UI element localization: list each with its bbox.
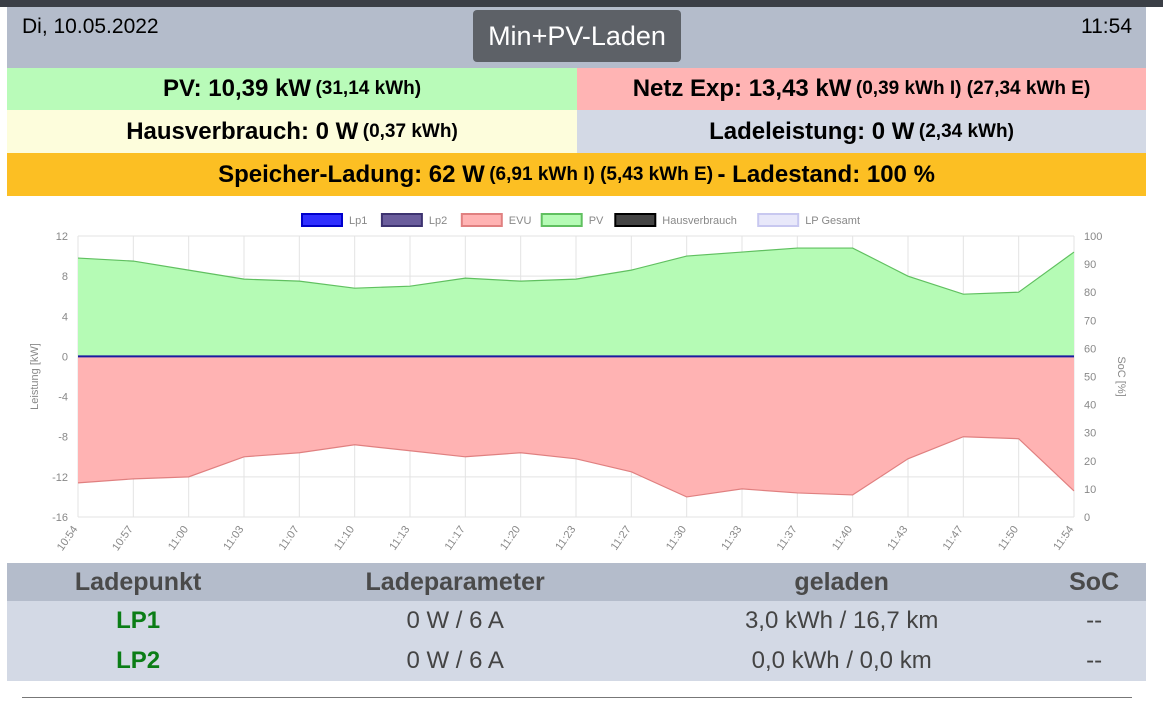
y2-tick-label: 90 bbox=[1084, 259, 1096, 271]
time-label: 11:54 bbox=[1081, 15, 1132, 38]
grid-row: Netz Exp: 13,43 kW (0,39 kWh I) (27,34 k… bbox=[577, 68, 1146, 110]
legend-swatch bbox=[301, 213, 343, 227]
y2-tick-label: 0 bbox=[1084, 512, 1090, 524]
y-tick-label: -4 bbox=[58, 392, 68, 404]
battery-energy: (6,91 kWh I) (5,43 kWh E) bbox=[489, 163, 714, 185]
lp1-param: 0 W / 6 A bbox=[269, 601, 642, 641]
legend-label: Lp2 bbox=[429, 215, 447, 227]
y-tick-label: 12 bbox=[56, 231, 68, 243]
header-ladepunkt: Ladepunkt bbox=[7, 563, 270, 601]
y2-tick-label: 70 bbox=[1084, 315, 1096, 327]
divider bbox=[22, 697, 1132, 698]
pv-energy: (31,14 kWh) bbox=[315, 78, 422, 99]
top-bar bbox=[0, 0, 1163, 7]
pv-row: PV: 10,39 kW (31,14 kWh) bbox=[7, 68, 577, 110]
table-header-row: Ladepunkt Ladeparameter geladen SoC bbox=[7, 563, 1146, 601]
pv-power: PV: 10,39 kW bbox=[162, 75, 312, 102]
header-geladen: geladen bbox=[641, 563, 1043, 601]
x-tick-label: 11:13 bbox=[387, 524, 412, 553]
table-row: LP2 0 W / 6 A 0,0 kWh / 0,0 km -- bbox=[7, 641, 1146, 681]
chargepoint-table: Ladepunkt Ladeparameter geladen SoC LP1 … bbox=[7, 563, 1146, 681]
line-evu bbox=[77, 436, 1075, 498]
line-pv bbox=[77, 247, 1075, 295]
legend-label: Lp1 bbox=[349, 215, 367, 227]
power-chart[interactable]: 12840-4-8-12-16100908070605040302010010:… bbox=[0, 200, 1163, 560]
x-tick-label: 11:33 bbox=[719, 524, 744, 553]
x-tick-label: 11:20 bbox=[498, 524, 523, 553]
y-axis-label: Leistung [kW] bbox=[29, 343, 41, 410]
header: Di, 10.05.2022 Min+PV-Laden 11:54 bbox=[7, 7, 1146, 68]
charging-row: Ladeleistung: 0 W (2,34 kWh) bbox=[577, 110, 1146, 153]
y-tick-label: -12 bbox=[52, 472, 68, 484]
legend-label: Hausverbrauch bbox=[662, 215, 737, 227]
charge-mode-button[interactable]: Min+PV-Laden bbox=[473, 10, 681, 62]
y2-tick-label: 60 bbox=[1084, 343, 1096, 355]
x-tick-label: 11:27 bbox=[609, 524, 634, 553]
y2-tick-label: 20 bbox=[1084, 456, 1096, 468]
area-evu bbox=[78, 356, 1074, 497]
y2-tick-label: 50 bbox=[1084, 372, 1096, 384]
y-tick-label: 4 bbox=[62, 311, 68, 323]
y2-tick-label: 10 bbox=[1084, 484, 1096, 496]
area-pv bbox=[78, 248, 1074, 357]
x-tick-label: 11:50 bbox=[996, 524, 1021, 553]
charging-energy: (2,34 kWh) bbox=[918, 120, 1014, 142]
x-tick-label: 10:54 bbox=[55, 524, 81, 553]
legend-swatch bbox=[540, 213, 583, 227]
x-tick-label: 11:10 bbox=[332, 524, 357, 553]
y2-tick-label: 30 bbox=[1084, 428, 1096, 440]
legend-label: PV bbox=[589, 215, 604, 227]
battery-row: Speicher-Ladung: 62 W (6,91 kWh I) (5,43… bbox=[7, 153, 1146, 196]
x-tick-label: 11:54 bbox=[1051, 524, 1076, 553]
house-power: Hausverbrauch: 0 W bbox=[126, 117, 359, 145]
legend-swatch bbox=[380, 213, 423, 227]
header-soc: SoC bbox=[1042, 563, 1146, 601]
lp1-charged: 3,0 kWh / 16,7 km bbox=[641, 601, 1043, 641]
x-tick-label: 11:30 bbox=[664, 524, 689, 553]
x-tick-label: 11:40 bbox=[830, 524, 855, 553]
x-tick-label: 11:23 bbox=[553, 524, 578, 553]
battery-soc: - Ladestand: 100 % bbox=[717, 160, 935, 188]
legend-swatch bbox=[614, 213, 657, 227]
legend-label: LP Gesamt bbox=[805, 215, 860, 227]
table-row: LP1 0 W / 6 A 3,0 kWh / 16,7 km -- bbox=[7, 601, 1146, 641]
lp1-soc: -- bbox=[1042, 601, 1146, 641]
house-energy: (0,37 kWh) bbox=[362, 120, 458, 142]
y-tick-label: -16 bbox=[52, 512, 68, 524]
y2-axis-label: SoC [%] bbox=[1115, 356, 1127, 396]
legend-swatch bbox=[460, 213, 503, 227]
y-tick-label: 0 bbox=[62, 351, 68, 363]
legend-swatch bbox=[757, 213, 800, 227]
grid-energy: (0,39 kWh I) (27,34 kWh E) bbox=[855, 78, 1091, 99]
header-ladeparameter: Ladeparameter bbox=[269, 563, 642, 601]
grid-power: Netz Exp: 13,43 kW bbox=[632, 75, 852, 102]
x-tick-label: 11:47 bbox=[941, 524, 966, 553]
y-tick-label: -8 bbox=[58, 432, 68, 444]
x-tick-label: 11:03 bbox=[221, 524, 246, 553]
x-tick-label: 11:17 bbox=[443, 524, 468, 553]
x-tick-label: 11:00 bbox=[166, 524, 191, 553]
lp1-name[interactable]: LP1 bbox=[7, 601, 270, 641]
house-row: Hausverbrauch: 0 W (0,37 kWh) bbox=[7, 110, 577, 153]
y2-tick-label: 80 bbox=[1084, 287, 1096, 299]
lp2-soc: -- bbox=[1042, 641, 1146, 681]
y2-tick-label: 100 bbox=[1084, 231, 1102, 243]
lp2-name[interactable]: LP2 bbox=[7, 641, 270, 681]
date-label: Di, 10.05.2022 bbox=[22, 15, 159, 38]
lp2-param: 0 W / 6 A bbox=[269, 641, 642, 681]
y-tick-label: 8 bbox=[62, 271, 68, 283]
y2-tick-label: 40 bbox=[1084, 400, 1096, 412]
x-tick-label: 11:37 bbox=[775, 524, 800, 553]
x-tick-label: 11:43 bbox=[885, 524, 910, 553]
legend-label: EVU bbox=[509, 215, 532, 227]
x-tick-label: 11:07 bbox=[277, 524, 302, 553]
charging-power: Ladeleistung: 0 W bbox=[709, 117, 915, 145]
lp2-charged: 0,0 kWh / 0,0 km bbox=[641, 641, 1043, 681]
x-tick-label: 10:57 bbox=[110, 524, 136, 553]
battery-power: Speicher-Ladung: 62 W bbox=[218, 160, 485, 188]
